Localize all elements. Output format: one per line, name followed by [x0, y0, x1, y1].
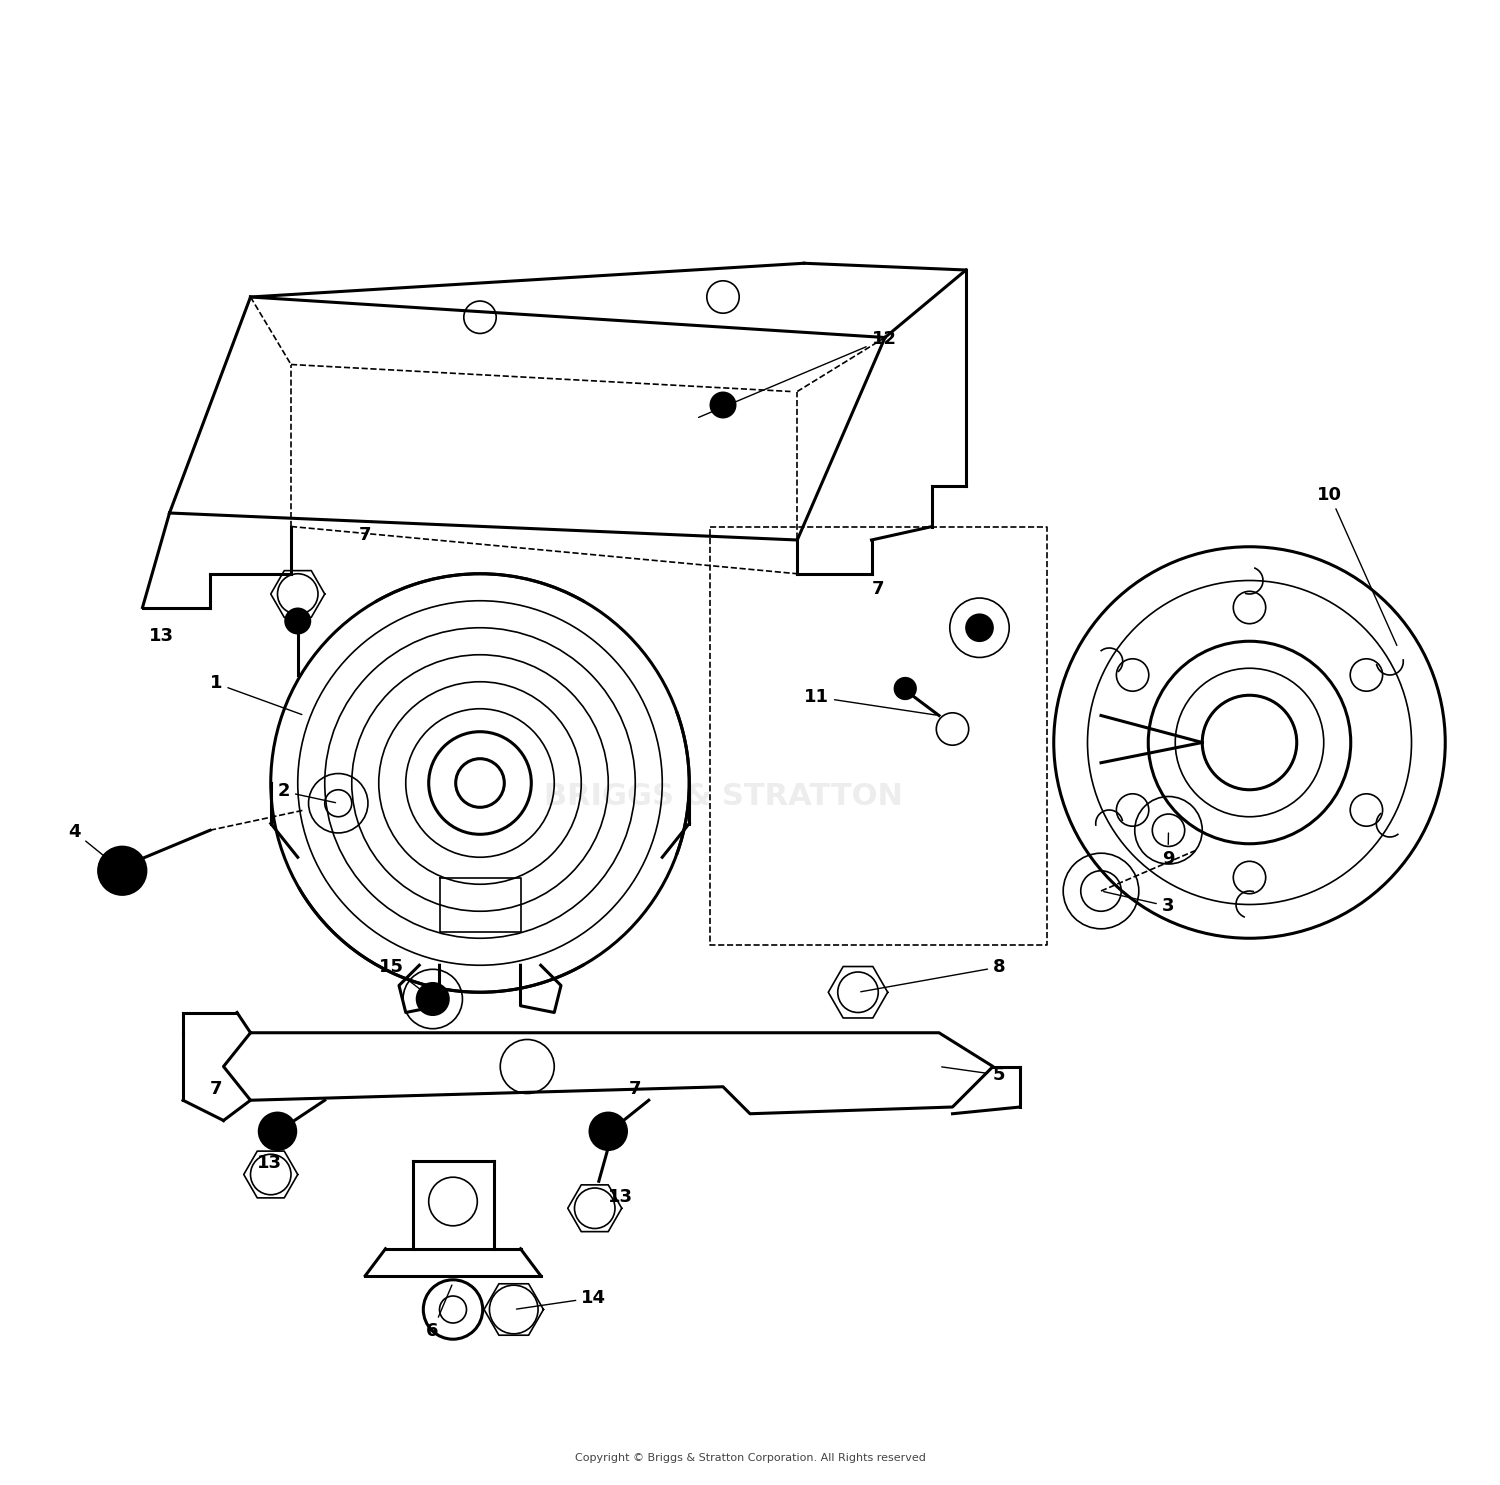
Text: 7: 7: [358, 526, 370, 544]
Circle shape: [258, 1112, 297, 1151]
Text: 15: 15: [378, 958, 430, 998]
Text: 2: 2: [278, 783, 336, 803]
Text: BRIGGS & STRATTON: BRIGGS & STRATTON: [543, 783, 903, 811]
Text: 13: 13: [258, 1154, 282, 1172]
Text: 1: 1: [210, 674, 302, 714]
Text: Copyright © Briggs & Stratton Corporation. All Rights reserved: Copyright © Briggs & Stratton Corporatio…: [574, 1452, 926, 1463]
Text: 4: 4: [69, 823, 120, 869]
Text: 7: 7: [210, 1080, 222, 1097]
Text: 13: 13: [609, 1188, 633, 1206]
Circle shape: [894, 677, 916, 699]
Circle shape: [417, 983, 448, 1016]
Text: 5: 5: [942, 1066, 1005, 1084]
Circle shape: [590, 1112, 627, 1151]
Circle shape: [98, 846, 147, 895]
Circle shape: [710, 392, 736, 419]
Text: 10: 10: [1317, 486, 1396, 646]
Text: 7: 7: [628, 1080, 640, 1097]
Text: 6: 6: [426, 1285, 451, 1341]
Text: 11: 11: [804, 688, 936, 716]
Text: 8: 8: [861, 958, 1005, 992]
Text: 12: 12: [699, 330, 897, 417]
Circle shape: [966, 615, 993, 642]
Circle shape: [285, 607, 312, 634]
Text: 3: 3: [1104, 891, 1174, 915]
Text: 9: 9: [1161, 833, 1174, 869]
Text: 13: 13: [148, 627, 174, 646]
Text: 7: 7: [871, 581, 883, 598]
Text: 14: 14: [516, 1289, 606, 1310]
